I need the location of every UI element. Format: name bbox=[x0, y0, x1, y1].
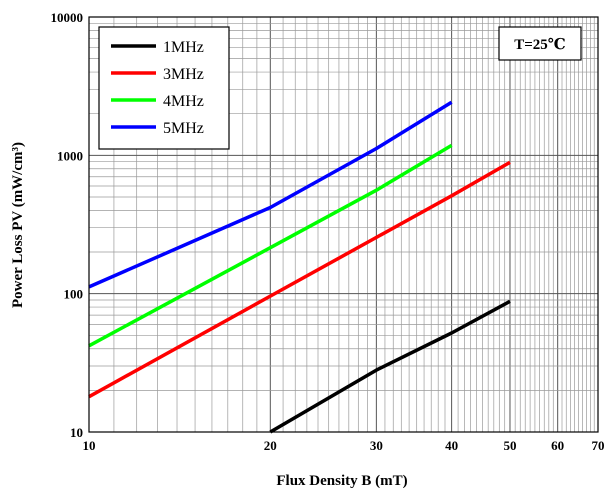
x-tick-label: 30 bbox=[370, 438, 383, 453]
x-tick-label: 70 bbox=[592, 438, 605, 453]
x-tick-label: 10 bbox=[83, 438, 96, 453]
x-tick-label: 40 bbox=[445, 438, 458, 453]
legend-label: 3MHz bbox=[163, 66, 204, 83]
x-tick-label: 60 bbox=[551, 438, 564, 453]
x-tick-label: 20 bbox=[264, 438, 277, 453]
legend-label: 4MHz bbox=[163, 93, 204, 110]
plot-frame bbox=[88, 16, 599, 433]
legend: 1MHz 3MHz 4MHz 5MHz bbox=[98, 26, 230, 150]
annotation-box: T=25℃ bbox=[498, 26, 582, 61]
legend-label: 5MHz bbox=[163, 120, 204, 137]
y-tick-label: 100 bbox=[64, 287, 84, 302]
y-tick-label: 1000 bbox=[57, 148, 83, 163]
series-line-1MHz bbox=[269, 299, 511, 434]
series-lines bbox=[88, 100, 511, 434]
y-tick-label: 10 bbox=[70, 425, 83, 440]
series-line-4MHz bbox=[88, 143, 453, 348]
series-line-5MHz bbox=[88, 100, 453, 289]
y-tick-label: 10000 bbox=[51, 10, 84, 25]
series-line-3MHz bbox=[88, 160, 511, 399]
legend-label: 1MHz bbox=[163, 39, 204, 56]
tick-labels: 10 20 30 40 50 60 70 10 100 1000 10000 bbox=[51, 10, 605, 453]
y-axis-label: Power Loss PV (mW/cm³) bbox=[10, 142, 26, 308]
x-axis-label: Flux Density B (mT) bbox=[276, 473, 407, 489]
annotation-text: T=25℃ bbox=[514, 37, 566, 53]
x-tick-label: 50 bbox=[503, 438, 516, 453]
